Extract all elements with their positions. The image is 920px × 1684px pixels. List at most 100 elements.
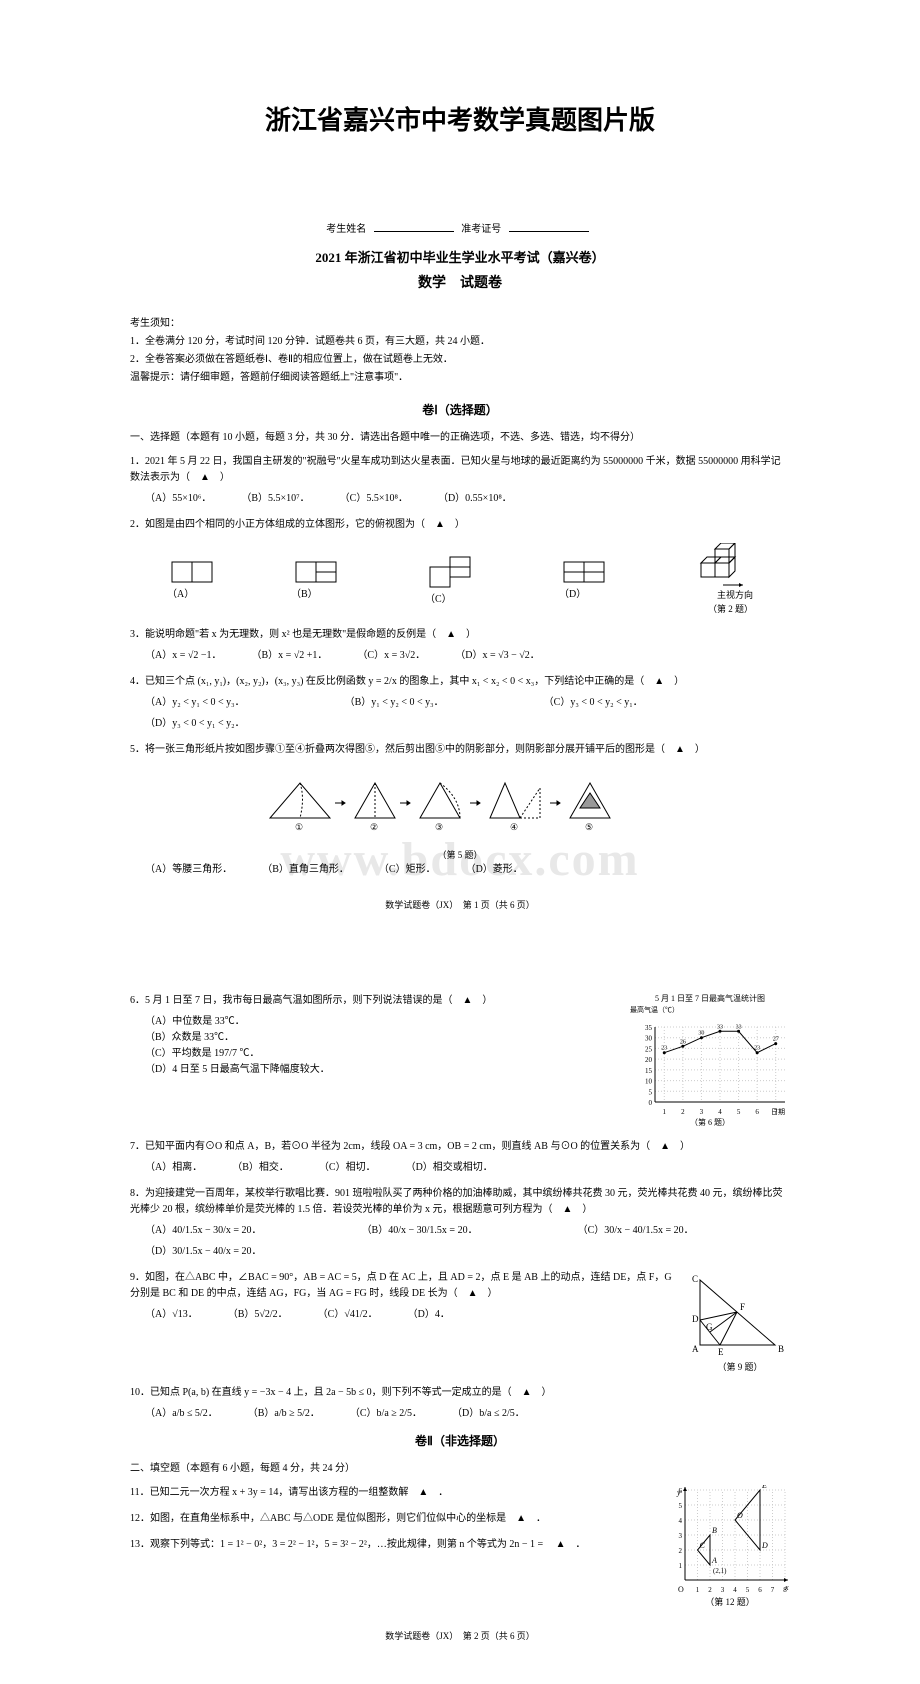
q7-option-d: （D）相交或相切．	[406, 1160, 493, 1176]
q5-option-d: （D）菱形．	[466, 862, 523, 878]
svg-text:日期: 日期	[771, 1108, 785, 1116]
q3-option-c: （C）x = 3√2．	[357, 648, 425, 664]
candidate-name-label: 考生姓名	[326, 224, 366, 235]
q12-caption: （第 12 题）	[670, 1595, 790, 1609]
question-1: 1．2021 年 5 月 22 日，我国自主研发的"祝融号"火星车成功到达火星表…	[130, 454, 790, 507]
q6-chart-title: 5 月 1 日至 7 日最高气温统计图	[630, 993, 790, 1006]
q2-svg-b	[291, 557, 351, 587]
question-13: 13．观察下列等式：1 = 1² − 0²，3 = 2² − 1²，5 = 3²…	[130, 1537, 790, 1553]
q9-svg: C D A E B F G	[690, 1270, 790, 1360]
section-1-title: 卷Ⅰ（选择题）	[130, 401, 790, 420]
q5-option-c: （C）矩形．	[379, 862, 436, 878]
q4-text: 4．已知三个点 (x₁, y₁)，(x₂, y₂)，(x₃, y₃) 在反比例函…	[130, 674, 790, 690]
subject-title: 数学 试题卷	[130, 273, 790, 295]
svg-text:O: O	[678, 1585, 684, 1594]
svg-text:A: A	[711, 1556, 717, 1565]
svg-text:②: ②	[370, 822, 378, 832]
exam-header: 考生姓名 准考证号 2021 年浙江省初中毕业生学业水平考试（嘉兴卷） 数学 试…	[130, 222, 790, 296]
question-9: C D A E B F G （第 9 题） 9．如图，在△ABC 中，∠BAC …	[130, 1270, 790, 1374]
svg-text:2: 2	[708, 1586, 712, 1594]
q10-text: 10．已知点 P(a, b) 在直线 y = −3x − 4 上，且 2a − …	[130, 1385, 790, 1401]
q9-option-a: （A）√13．	[145, 1307, 198, 1323]
exam-title: 2021 年浙江省初中毕业生学业水平考试（嘉兴卷）	[130, 248, 790, 269]
svg-text:3: 3	[721, 1586, 725, 1594]
q1-option-a: （A）55×10⁶．	[145, 491, 211, 507]
svg-text:6: 6	[758, 1586, 762, 1594]
q10-option-c: （C）b/a ≥ 2/5．	[350, 1406, 422, 1422]
svg-text:5: 5	[679, 1502, 683, 1510]
group-2-header: 二、填空题（本题有 6 小题，每题 4 分，共 24 分）	[130, 1461, 790, 1477]
q8-option-a: （A）40/1.5x − 30/x = 20．	[145, 1223, 262, 1239]
q9-figure: C D A E B F G （第 9 题）	[690, 1270, 790, 1374]
svg-text:5: 5	[649, 1088, 653, 1096]
svg-text:15: 15	[645, 1066, 653, 1074]
q3-text: 3．能说明命题"若 x 为无理数，则 x² 也是无理数"是假命题的反例是（ ▲ …	[130, 627, 790, 643]
svg-text:10: 10	[645, 1077, 653, 1085]
svg-text:35: 35	[645, 1024, 653, 1032]
svg-text:(2,1): (2,1)	[713, 1567, 727, 1575]
svg-text:23: 23	[661, 1045, 667, 1051]
q5-fold-svg: ① ② ③ ④	[260, 768, 660, 838]
q10-option-d: （D）b/a ≤ 2/5．	[452, 1406, 525, 1422]
instructions-title: 考生须知：	[130, 316, 790, 332]
svg-text:4: 4	[733, 1586, 737, 1594]
q6-chart-svg: 05101520253035123456723263033332327日期	[630, 1017, 790, 1117]
q4-option-d: （D）y₃ < 0 < y₁ < y₂．	[145, 716, 245, 732]
q8-text: 8．为迎接建党一百周年，某校举行歌唱比赛．901 班啦啦队买了两种价格的加油棒助…	[130, 1186, 790, 1218]
q7-option-c: （C）相切．	[319, 1160, 376, 1176]
q13-text: 13．观察下列等式：1 = 1² − 0²，3 = 2² − 1²，5 = 3²…	[130, 1537, 790, 1553]
candidate-info-line: 考生姓名 准考证号	[130, 222, 790, 238]
q2-svg-c	[425, 552, 485, 592]
q5-option-b: （B）直角三角形．	[262, 862, 349, 878]
q5-caption: （第 5 题）	[130, 848, 790, 862]
fill-blank-block: 12345678123456OxyABCDEO(2,1) （第 12 题） 11…	[130, 1485, 790, 1609]
q2-text: 2．如图是由四个相同的小正方体组成的立体图形，它的俯视图为（ ▲ ）	[130, 517, 790, 533]
question-5: 5．将一张三角形纸片按如图步骤①至④折叠两次得图⑤，然后剪出图⑤中的阴影部分，则…	[130, 742, 790, 878]
q5-option-a: （A）等腰三角形．	[145, 862, 232, 878]
group-1-header: 一、选择题（本题有 10 小题，每题 3 分，共 30 分．请选出各题中唯一的正…	[130, 430, 790, 446]
q10-option-b: （B）a/b ≥ 5/2．	[248, 1406, 320, 1422]
svg-text:20: 20	[645, 1056, 653, 1064]
q4-option-a: （A）y₂ < y₁ < 0 < y₃．	[145, 695, 245, 711]
q2-fig-a: （A）	[167, 557, 217, 603]
svg-text:0: 0	[649, 1099, 653, 1107]
q3-option-a: （A）x = √2 −1．	[145, 648, 222, 664]
svg-text:④: ④	[510, 822, 518, 832]
svg-text:③: ③	[435, 822, 443, 832]
svg-text:5: 5	[746, 1586, 750, 1594]
question-3: 3．能说明命题"若 x 为无理数，则 x² 也是无理数"是假命题的反例是（ ▲ …	[130, 627, 790, 664]
question-8: 8．为迎接建党一百周年，某校举行歌唱比赛．901 班啦啦队买了两种价格的加油棒助…	[130, 1186, 790, 1260]
svg-text:30: 30	[645, 1034, 653, 1042]
svg-text:30: 30	[698, 1030, 704, 1036]
q6-ylabel: 最高气温（℃）	[630, 1005, 790, 1016]
q9-option-d: （D）4．	[408, 1307, 450, 1323]
svg-text:x: x	[784, 1583, 789, 1592]
svg-text:F: F	[740, 1302, 745, 1312]
section-2-title: 卷Ⅱ（非选择题）	[130, 1432, 790, 1451]
q9-caption: （第 9 题）	[690, 1360, 790, 1374]
q5-figure-row: ① ② ③ ④	[130, 768, 790, 838]
instruction-line-3: 温馨提示：请仔细审题，答题前仔细阅读答题纸上"注意事项"．	[130, 370, 790, 386]
q2-fig-c: （C）	[425, 552, 485, 608]
q2-cube-svg	[693, 543, 753, 588]
q2-caption: 主视方向 （第 2 题）	[693, 588, 753, 617]
q2-label-a: （A）	[167, 587, 217, 603]
q4-option-b: （B）y₁ < y₂ < 0 < y₃．	[345, 695, 444, 711]
svg-text:⑤: ⑤	[585, 822, 593, 832]
candidate-name-blank	[374, 231, 454, 232]
question-10: 10．已知点 P(a, b) 在直线 y = −3x − 4 上，且 2a − …	[130, 1385, 790, 1422]
svg-text:①: ①	[295, 822, 303, 832]
q9-option-b: （B）5√2/2．	[228, 1307, 288, 1323]
q1-option-d: （D）0.55×10⁸．	[438, 491, 512, 507]
q8-option-b: （B）40/x − 30/1.5x = 20．	[362, 1223, 478, 1239]
svg-text:7: 7	[771, 1586, 775, 1594]
q8-option-d: （D）30/1.5x − 40/x = 20．	[145, 1244, 262, 1260]
instruction-line-2: 2．全卷答案必须做在答题纸卷Ⅰ、卷Ⅱ的相应位置上，做在试题卷上无效．	[130, 352, 790, 368]
ticket-blank	[509, 231, 589, 232]
svg-text:6: 6	[755, 1108, 759, 1116]
q3-option-b: （B）x = √2 +1．	[252, 648, 328, 664]
svg-text:E: E	[718, 1347, 724, 1357]
svg-text:1: 1	[696, 1586, 700, 1594]
svg-text:4: 4	[718, 1108, 722, 1116]
q7-option-b: （B）相交．	[232, 1160, 289, 1176]
